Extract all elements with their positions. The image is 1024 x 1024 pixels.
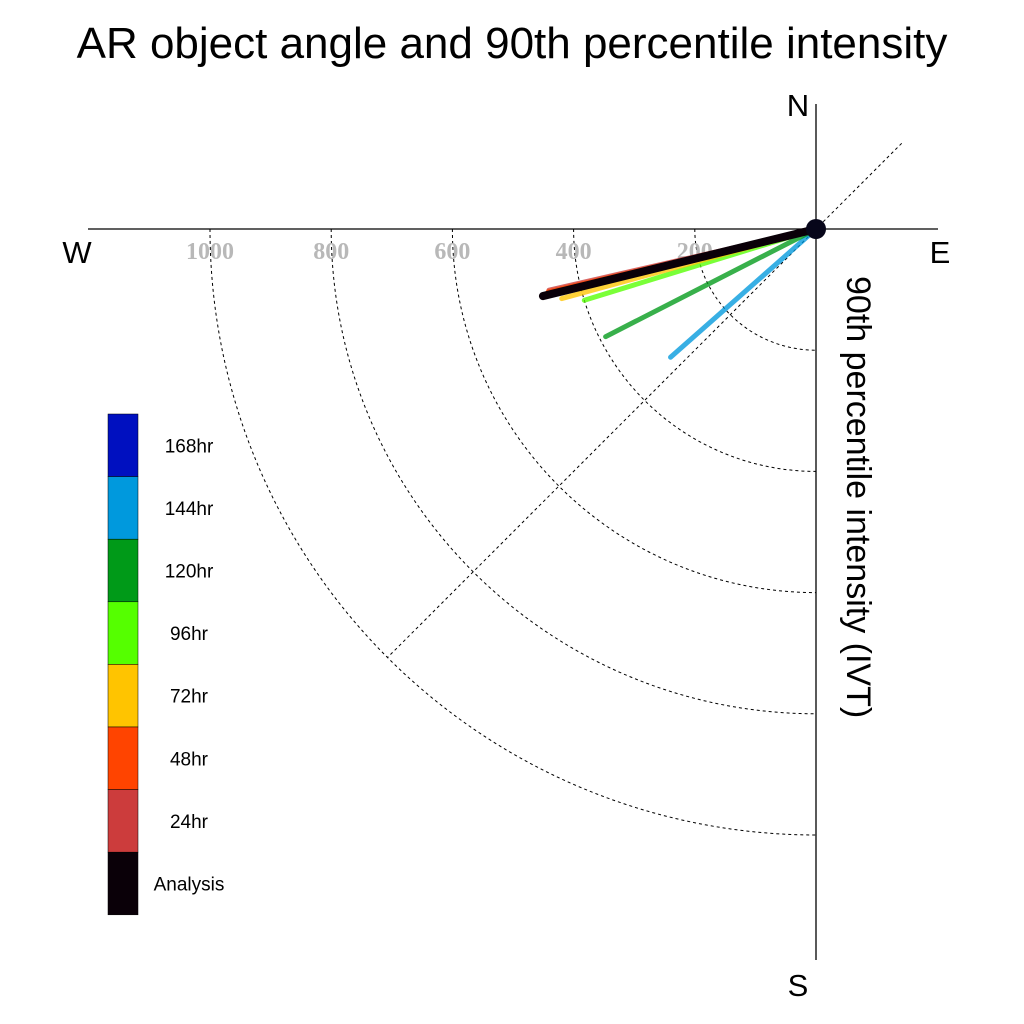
radial-tick-3: 800 — [313, 239, 349, 265]
legend-swatch-1 — [107, 476, 139, 540]
legend-label-0: 168hr — [165, 436, 214, 457]
radial-tick-2: 600 — [434, 239, 470, 265]
chart-title: AR object angle and 90th percentile inte… — [77, 19, 948, 68]
legend: 168hr 144hr 120hr 96hr 72hr 48hr 24hr Analysis — [107, 413, 225, 916]
legend-swatch-4 — [107, 664, 139, 728]
legend-label-5: 48hr — [170, 749, 209, 770]
legend-label-6: 24hr — [170, 812, 209, 833]
legend-label-4: 72hr — [170, 687, 209, 708]
vector-analysis — [538, 225, 820, 301]
compass-north: N — [787, 88, 809, 123]
legend-label-1: 144hr — [165, 499, 214, 520]
legend-label-2: 120hr — [165, 562, 214, 583]
legend-label-3: 96hr — [170, 624, 209, 645]
vector-144hr — [668, 226, 819, 360]
legend-swatch-2 — [107, 538, 139, 603]
compass-south: S — [788, 968, 809, 1003]
radial-tick-4: 1000 — [186, 239, 234, 265]
grid-diagonal — [387, 142, 903, 658]
legend-swatch-6 — [107, 789, 139, 853]
grid-arc-4 — [209, 228, 817, 836]
radial-tick-1: 400 — [556, 239, 592, 265]
grid-arc-2 — [451, 228, 817, 594]
legend-swatch-3 — [107, 601, 139, 665]
legend-swatch-5 — [107, 726, 139, 790]
origin-marker — [806, 219, 826, 239]
legend-label-7: Analysis — [154, 875, 225, 896]
compass-east: E — [930, 235, 951, 270]
y-axis-label: 90th percentile intensity (IVT) — [839, 276, 877, 718]
legend-swatch-7 — [107, 851, 139, 916]
vector-120hr — [603, 226, 819, 340]
vector-series — [538, 225, 820, 360]
compass-west: W — [62, 235, 92, 270]
legend-swatch-0 — [107, 413, 139, 477]
